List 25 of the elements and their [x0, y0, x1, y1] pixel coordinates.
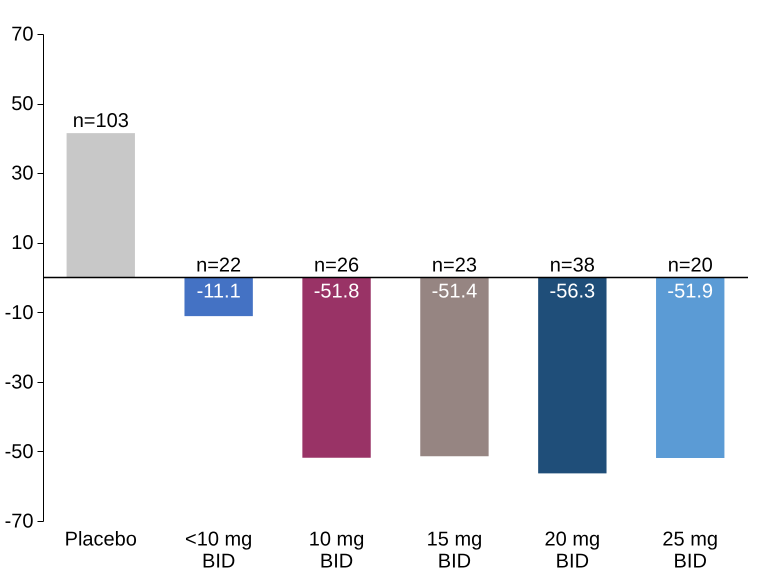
y-tick-label: 10: [11, 232, 34, 254]
data-label: -51.8: [314, 280, 360, 302]
x-tick-label: 25 mg BID: [662, 528, 718, 572]
x-tick-label: 20 mg BID: [544, 528, 600, 572]
x-tick-label: 15 mg BID: [426, 528, 482, 572]
annotation: n=20: [668, 254, 713, 276]
y-tick-label: -70: [4, 510, 34, 532]
data-label: -56.3: [550, 280, 596, 302]
annotation: n=38: [550, 254, 595, 276]
data-label: -51.4: [432, 280, 478, 302]
y-tick-label: 70: [11, 24, 34, 46]
y-tick-label: -30: [4, 371, 34, 394]
x-tick-label: 10 mg BID: [308, 528, 364, 572]
y-tick-label: -50: [4, 440, 34, 463]
y-tick-label: 50: [11, 93, 34, 116]
data-label: -51.9: [667, 280, 714, 302]
annotation: n=26: [314, 254, 360, 276]
annotation: n=22: [196, 254, 242, 276]
x-tick-label: Placebo: [64, 528, 137, 550]
annotation: n=23: [432, 254, 477, 276]
x-tick-label: <10 mg BID: [185, 528, 252, 572]
y-tick-label: -10: [4, 302, 34, 324]
annotation: n=103: [72, 110, 129, 132]
data-label: -11.1: [196, 280, 241, 302]
y-tick-label: 30: [11, 162, 34, 185]
